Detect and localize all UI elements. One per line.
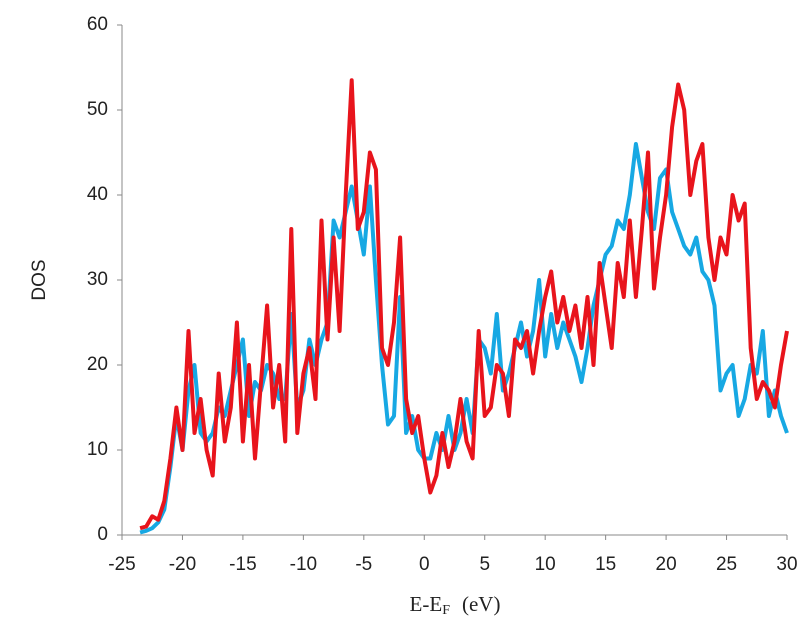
x-axis-label-suffix: (eV) — [462, 592, 500, 616]
y-tick-label: 10 — [87, 439, 108, 460]
data-line — [139, 78, 789, 531]
x-tick-label: -15 — [229, 554, 256, 575]
x-tick-label: 10 — [535, 554, 556, 575]
x-tick-label: 20 — [656, 554, 677, 575]
x-tick-label: 25 — [716, 554, 737, 575]
y-axis-label: DOS — [29, 259, 50, 300]
x-tick-label: -10 — [290, 554, 317, 575]
x-tick-label: 5 — [479, 554, 490, 575]
x-tick-label: -25 — [108, 554, 135, 575]
x-tick-label: 0 — [419, 554, 430, 575]
y-tick-label: 60 — [87, 14, 108, 35]
y-tick-label: 0 — [97, 524, 108, 545]
x-tick-label: 15 — [595, 554, 616, 575]
y-tick-label: 50 — [87, 99, 108, 120]
y-tick-label: 30 — [87, 269, 108, 290]
y-tick-label: 40 — [87, 184, 108, 205]
x-axis-label: E-EF (eV) — [410, 592, 501, 618]
x-axis-label-main: E-E — [410, 592, 443, 616]
x-tick-label: -20 — [169, 554, 196, 575]
x-tick-label: -5 — [355, 554, 372, 575]
x-tick-label: 30 — [776, 554, 797, 575]
x-axis-label-subscript: F — [442, 603, 450, 618]
y-tick-label: 20 — [87, 354, 108, 375]
